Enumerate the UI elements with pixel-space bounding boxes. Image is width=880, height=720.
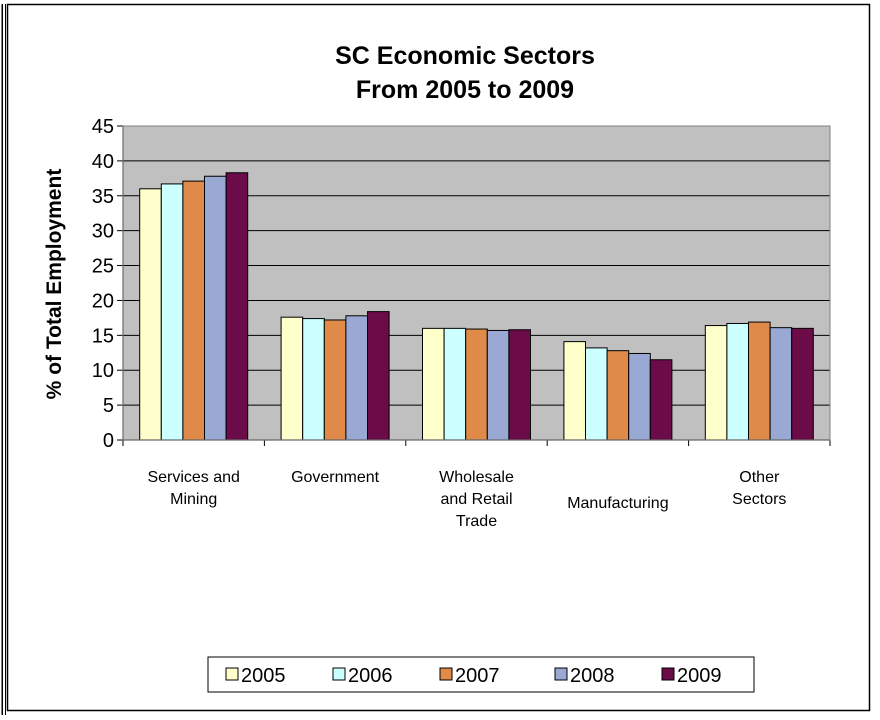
y-tick-label: 45 bbox=[92, 116, 114, 138]
y-tick-label: 20 bbox=[92, 290, 114, 312]
x-category-label-line: Other bbox=[739, 469, 780, 486]
y-tick-label: 25 bbox=[92, 256, 114, 278]
x-category-label-line: Government bbox=[291, 469, 380, 486]
y-tick-labels: 0 5 10 15 20 25 30 35 40 45 bbox=[92, 116, 114, 452]
chart-title-line-2: From 2005 to 2009 bbox=[356, 76, 574, 104]
bar-2008-1 bbox=[345, 315, 368, 441]
chart-title-line-1: SC Economic Sectors bbox=[335, 42, 595, 70]
legend-swatch-2008 bbox=[554, 667, 568, 681]
bar-2005-2 bbox=[422, 327, 445, 441]
legend-swatch-2005 bbox=[225, 667, 239, 681]
bar-2008-2 bbox=[486, 329, 510, 441]
y-tick-label: 35 bbox=[92, 186, 114, 208]
legend-label-2008: 2008 bbox=[570, 665, 615, 687]
bar-2006-4 bbox=[726, 322, 750, 441]
bar-2007-0 bbox=[182, 180, 205, 441]
y-tick-label: 15 bbox=[92, 325, 114, 347]
bar-2005-0 bbox=[139, 188, 162, 441]
chart-frame-left bbox=[1, 4, 3, 715]
bar-2009-1 bbox=[367, 311, 390, 441]
x-category-label: Manufacturing bbox=[567, 495, 668, 512]
bar-2009-2 bbox=[508, 329, 531, 441]
legend-label-2005: 2005 bbox=[241, 665, 286, 687]
x-category-label-line: Sectors bbox=[732, 491, 786, 508]
bar-2007-1 bbox=[323, 319, 347, 441]
bar-2008-4 bbox=[769, 327, 793, 441]
bar-2006-1 bbox=[302, 318, 325, 441]
x-category-label: Other Sectors bbox=[732, 469, 786, 508]
x-category-label-line: Trade bbox=[456, 513, 497, 530]
x-category-label: Services and Mining bbox=[147, 469, 240, 508]
bar-2007-3 bbox=[606, 350, 630, 441]
x-category-labels: Services and Mining Government Wholesale and… bbox=[147, 469, 786, 530]
bar-2005-4 bbox=[704, 325, 728, 441]
legend-label-2007: 2007 bbox=[455, 665, 500, 687]
legend: 2005 2006 2007 2008 2009 bbox=[225, 665, 722, 687]
legend-swatch-2006 bbox=[332, 667, 346, 681]
y-axis-label: % of Total Employment bbox=[43, 169, 66, 400]
x-category-label-line: Manufacturing bbox=[567, 495, 668, 512]
bar-2005-3 bbox=[563, 341, 587, 441]
bar-2007-4 bbox=[748, 321, 771, 441]
bar-2006-0 bbox=[160, 183, 184, 441]
legend-label-2006: 2006 bbox=[348, 665, 393, 687]
legend-label-2009: 2009 bbox=[677, 665, 722, 687]
bar-2006-2 bbox=[443, 327, 467, 441]
y-tick-label: 10 bbox=[92, 360, 114, 382]
y-tick-label: 5 bbox=[103, 395, 114, 417]
bar-2005-1 bbox=[280, 316, 304, 441]
bar-2007-2 bbox=[465, 328, 488, 441]
y-tick-label: 40 bbox=[92, 151, 114, 173]
x-category-label: Wholesale and Retail Trade bbox=[439, 469, 514, 530]
legend-swatch-2009 bbox=[661, 667, 675, 681]
x-category-label-line: Mining bbox=[170, 491, 217, 508]
axes bbox=[117, 125, 831, 446]
bar-2006-3 bbox=[585, 347, 608, 441]
legend-swatch-2007 bbox=[439, 667, 453, 681]
chart-frame-left-inner bbox=[5, 4, 6, 715]
bar-2008-0 bbox=[204, 175, 227, 441]
bars bbox=[139, 172, 814, 441]
y-tick-label: 30 bbox=[92, 221, 114, 243]
plot-border bbox=[122, 125, 831, 441]
y-tick-label: 0 bbox=[103, 430, 114, 452]
x-category-label-line: Wholesale bbox=[439, 469, 514, 486]
bar-2009-0 bbox=[225, 172, 249, 441]
bar-2008-3 bbox=[628, 352, 651, 441]
bar-2009-4 bbox=[791, 327, 814, 441]
x-category-label: Government bbox=[291, 469, 380, 486]
bar-2009-3 bbox=[649, 359, 673, 441]
x-category-label-line: and Retail bbox=[440, 491, 512, 508]
x-category-label-line: Services and bbox=[147, 469, 240, 486]
